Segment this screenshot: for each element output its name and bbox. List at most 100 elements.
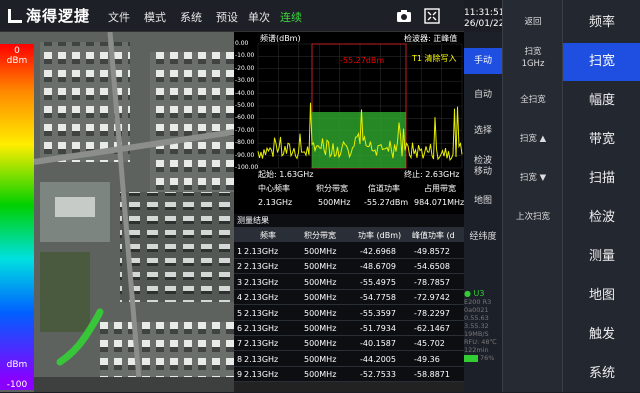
- spectrum-ytick: -10.00: [235, 52, 255, 60]
- row-peak: -49.36: [414, 354, 440, 364]
- status-line: 3.55.32: [464, 322, 489, 330]
- spectrum-display[interactable]: 频谱(dBm) 检波器: 正峰值 0.00 -10.00 -20.00 -30.00 -…: [234, 32, 464, 214]
- row-power: -40.1587: [360, 339, 396, 349]
- status-line: 0a0021: [464, 306, 489, 314]
- func-trigger[interactable]: 触发: [588, 327, 615, 342]
- func-map[interactable]: 地图: [588, 288, 615, 303]
- table-row[interactable]: 1 2.13GHz 500MHz -42.6968 -49.8572: [234, 244, 464, 259]
- map-view[interactable]: 地图: [0, 32, 234, 392]
- row-index: 8: [237, 354, 243, 364]
- function-key-column: 频率 扫宽 幅度 带宽 扫描 检波 测量 地图 触发 系统: [562, 0, 640, 392]
- table-row[interactable]: 8 2.13GHz 500MHz -44.2005 -49.36: [234, 352, 464, 367]
- menu-mode[interactable]: 模式: [144, 11, 166, 24]
- table-row[interactable]: 9 2.13GHz 500MHz -52.7533 -58.8871: [234, 367, 464, 383]
- row-bw: 500MHz: [304, 262, 337, 272]
- mode-detector-move[interactable]: 检波 移动: [473, 156, 492, 177]
- mode-map[interactable]: 地图: [473, 196, 492, 206]
- summary-header-center: 中心频率: [258, 184, 290, 193]
- func-sweep[interactable]: 扫描: [588, 171, 615, 186]
- row-peak: -49.8572: [414, 247, 450, 256]
- measure-title: 测量结果: [237, 216, 269, 225]
- row-bw: 500MHz: [304, 339, 337, 349]
- clock-date: 26/01/22: [464, 19, 505, 29]
- row-power: -52.7533: [360, 370, 396, 380]
- camera-icon[interactable]: [396, 8, 412, 24]
- table-row[interactable]: 2 2.13GHz 500MHz -48.6709 -54.6508: [234, 259, 464, 275]
- soft-full-span-button[interactable]: 全扫宽: [520, 95, 546, 105]
- soft-span-up-button[interactable]: 扫宽 ▲: [519, 134, 547, 144]
- mode-auto[interactable]: 自动: [473, 90, 492, 100]
- func-amplitude[interactable]: 幅度: [588, 93, 615, 108]
- func-frequency[interactable]: 频率: [588, 15, 615, 30]
- clock-time: 11:31:51: [464, 8, 505, 18]
- summary-header-power: 信道功率: [368, 184, 400, 193]
- battery-level: 76%: [480, 354, 495, 362]
- row-peak: -72.9742: [414, 293, 450, 303]
- spectrum-ytick: -60.00: [235, 114, 255, 122]
- fullscreen-icon[interactable]: [424, 8, 440, 24]
- scale-bottom-unit: dBm: [6, 360, 28, 370]
- table-row[interactable]: 6 2.13GHz 500MHz -51.7934 -62.1467: [234, 321, 464, 336]
- spectrum-ytick: -90.00: [235, 151, 255, 159]
- row-bw: 500MHz: [304, 308, 337, 318]
- summary-center: 2.13GHz: [258, 198, 293, 207]
- spectrum-ytick: 0.00: [235, 40, 249, 47]
- func-measure[interactable]: 测量: [588, 249, 615, 264]
- col-header-bw: 积分带宽: [304, 231, 336, 240]
- soft-span-button[interactable]: 扫宽 1GHz: [521, 47, 545, 69]
- spectrum-ytick: -80.00: [235, 139, 255, 147]
- row-peak: -54.6508: [414, 262, 450, 272]
- row-freq: 2.13GHz: [244, 354, 279, 364]
- spectrum-ylabel: 频谱(dBm): [260, 34, 301, 43]
- func-span[interactable]: 扫宽: [563, 43, 640, 81]
- mode-latlon[interactable]: 经纬度: [469, 232, 497, 242]
- row-index: 9: [237, 370, 243, 380]
- col-header-power: 功率 (dBm): [358, 231, 402, 240]
- satellite-map-image: [0, 32, 234, 392]
- menu-single[interactable]: 单次: [248, 11, 270, 24]
- table-row[interactable]: 7 2.13GHz 500MHz -40.1587 -45.702: [234, 336, 464, 352]
- status-line: 122min: [464, 346, 489, 354]
- table-row[interactable]: 5 2.13GHz 500MHz -55.3597 -78.2297: [234, 306, 464, 321]
- start-freq: 起始: 1.63GHz: [258, 170, 314, 179]
- measurement-table: 测量结果 频率 积分带宽 功率 (dBm) 峰值功率 (d 1 2.13GHz 50…: [234, 214, 464, 392]
- func-bandwidth[interactable]: 带宽: [588, 132, 615, 147]
- table-row[interactable]: 3 2.13GHz 500MHz -55.4975 -78.7857: [234, 275, 464, 290]
- mode-column: 手动 自动 选择 检波 移动 地图 经纬度: [464, 32, 502, 392]
- soft-key-column: 返回 扫宽 1GHz 全扫宽 扫宽 ▲ 扫宽 ▼ 上次扫宽: [502, 0, 562, 392]
- row-peak: -62.1467: [414, 324, 450, 333]
- row-freq: 2.13GHz: [244, 293, 279, 303]
- summary-bw: 500MHz: [318, 198, 351, 207]
- menu-system[interactable]: 系统: [180, 11, 202, 24]
- menu-file[interactable]: 文件: [108, 11, 130, 24]
- battery-icon: [464, 354, 478, 362]
- soft-back-button[interactable]: 返回: [524, 17, 542, 27]
- row-power: -48.6709: [360, 262, 396, 272]
- gps-status: ● U3: [464, 289, 485, 298]
- menu-continuous[interactable]: 连续: [280, 11, 302, 24]
- soft-span-down-button[interactable]: 扫宽 ▼: [519, 173, 547, 183]
- mode-select[interactable]: 选择: [473, 126, 492, 136]
- logo-mark-icon: [8, 8, 22, 23]
- status-info: ● U3 E200 R3 0a0021 0.55.63 3.55.32 19MB…: [464, 290, 502, 362]
- spectrum-ytick: -20.00: [235, 64, 255, 72]
- table-row[interactable]: 4 2.13GHz 500MHz -54.7758 -72.9742: [234, 290, 464, 306]
- row-power: -54.7758: [360, 293, 396, 303]
- spectrum-ytick: -30.00: [235, 77, 255, 85]
- row-freq: 2.13GHz: [244, 308, 279, 318]
- brand-logo: 海得逻捷: [8, 5, 90, 26]
- menu-preset[interactable]: 预设: [216, 11, 238, 24]
- scale-top-value: 0: [14, 46, 20, 56]
- func-system[interactable]: 系统: [588, 366, 615, 381]
- row-freq: 2.13GHz: [244, 247, 279, 256]
- row-bw: 500MHz: [304, 354, 337, 364]
- func-detector[interactable]: 检波: [588, 210, 615, 225]
- row-index: 1: [237, 247, 243, 256]
- brand-name: 海得逻捷: [26, 7, 91, 25]
- stop-freq: 终止: 2.63GHz: [404, 170, 460, 179]
- mode-manual[interactable]: 手动: [464, 48, 502, 74]
- summary-header-occ: 占用带宽: [424, 184, 456, 193]
- scale-bottom-value: -100: [0, 380, 34, 390]
- soft-last-span-button[interactable]: 上次扫宽: [515, 212, 550, 222]
- row-freq: 2.13GHz: [244, 339, 279, 349]
